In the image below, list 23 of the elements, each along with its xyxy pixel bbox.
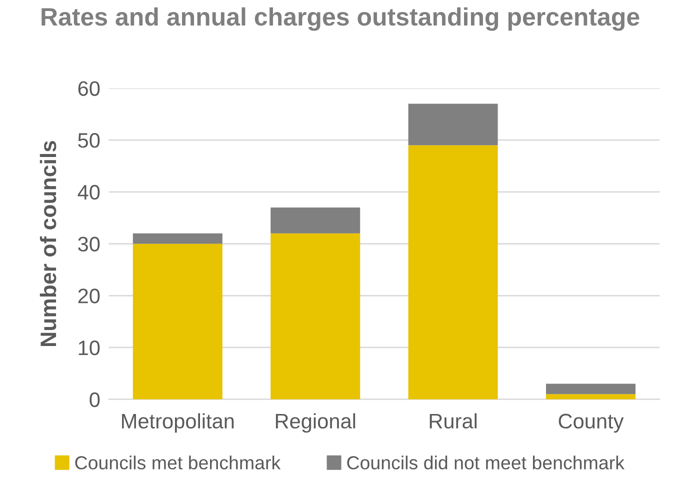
y-tick-label: 50 — [78, 133, 100, 148]
x-tick-label: County — [558, 414, 624, 433]
y-tick-label: 60 — [78, 81, 100, 96]
x-tick-label: Regional — [276, 413, 356, 433]
y-tick-label: 10 — [78, 340, 100, 356]
y-tick-label: 20 — [78, 288, 100, 304]
bar — [546, 384, 636, 394]
y-tick-label: 30 — [78, 236, 100, 252]
bar — [546, 394, 636, 400]
bar — [408, 145, 498, 400]
bar — [270, 233, 360, 400]
x-tick-label: Metropolitan — [122, 413, 234, 433]
bar — [132, 244, 222, 400]
bar — [408, 104, 498, 146]
y-axis-title: Number of councils — [40, 140, 56, 346]
chart-title: Rates and annual charges outstanding percentage — [42, 7, 640, 31]
bar — [132, 233, 222, 244]
x-tick-label: Rural — [430, 413, 477, 429]
y-tick-label: 0 — [90, 392, 100, 408]
y-tick-label: 40 — [78, 184, 100, 200]
bar — [270, 207, 360, 234]
legend-label: Councils did not meet benchmark — [347, 456, 625, 470]
legend-label: Councils met benchmark — [75, 456, 281, 470]
